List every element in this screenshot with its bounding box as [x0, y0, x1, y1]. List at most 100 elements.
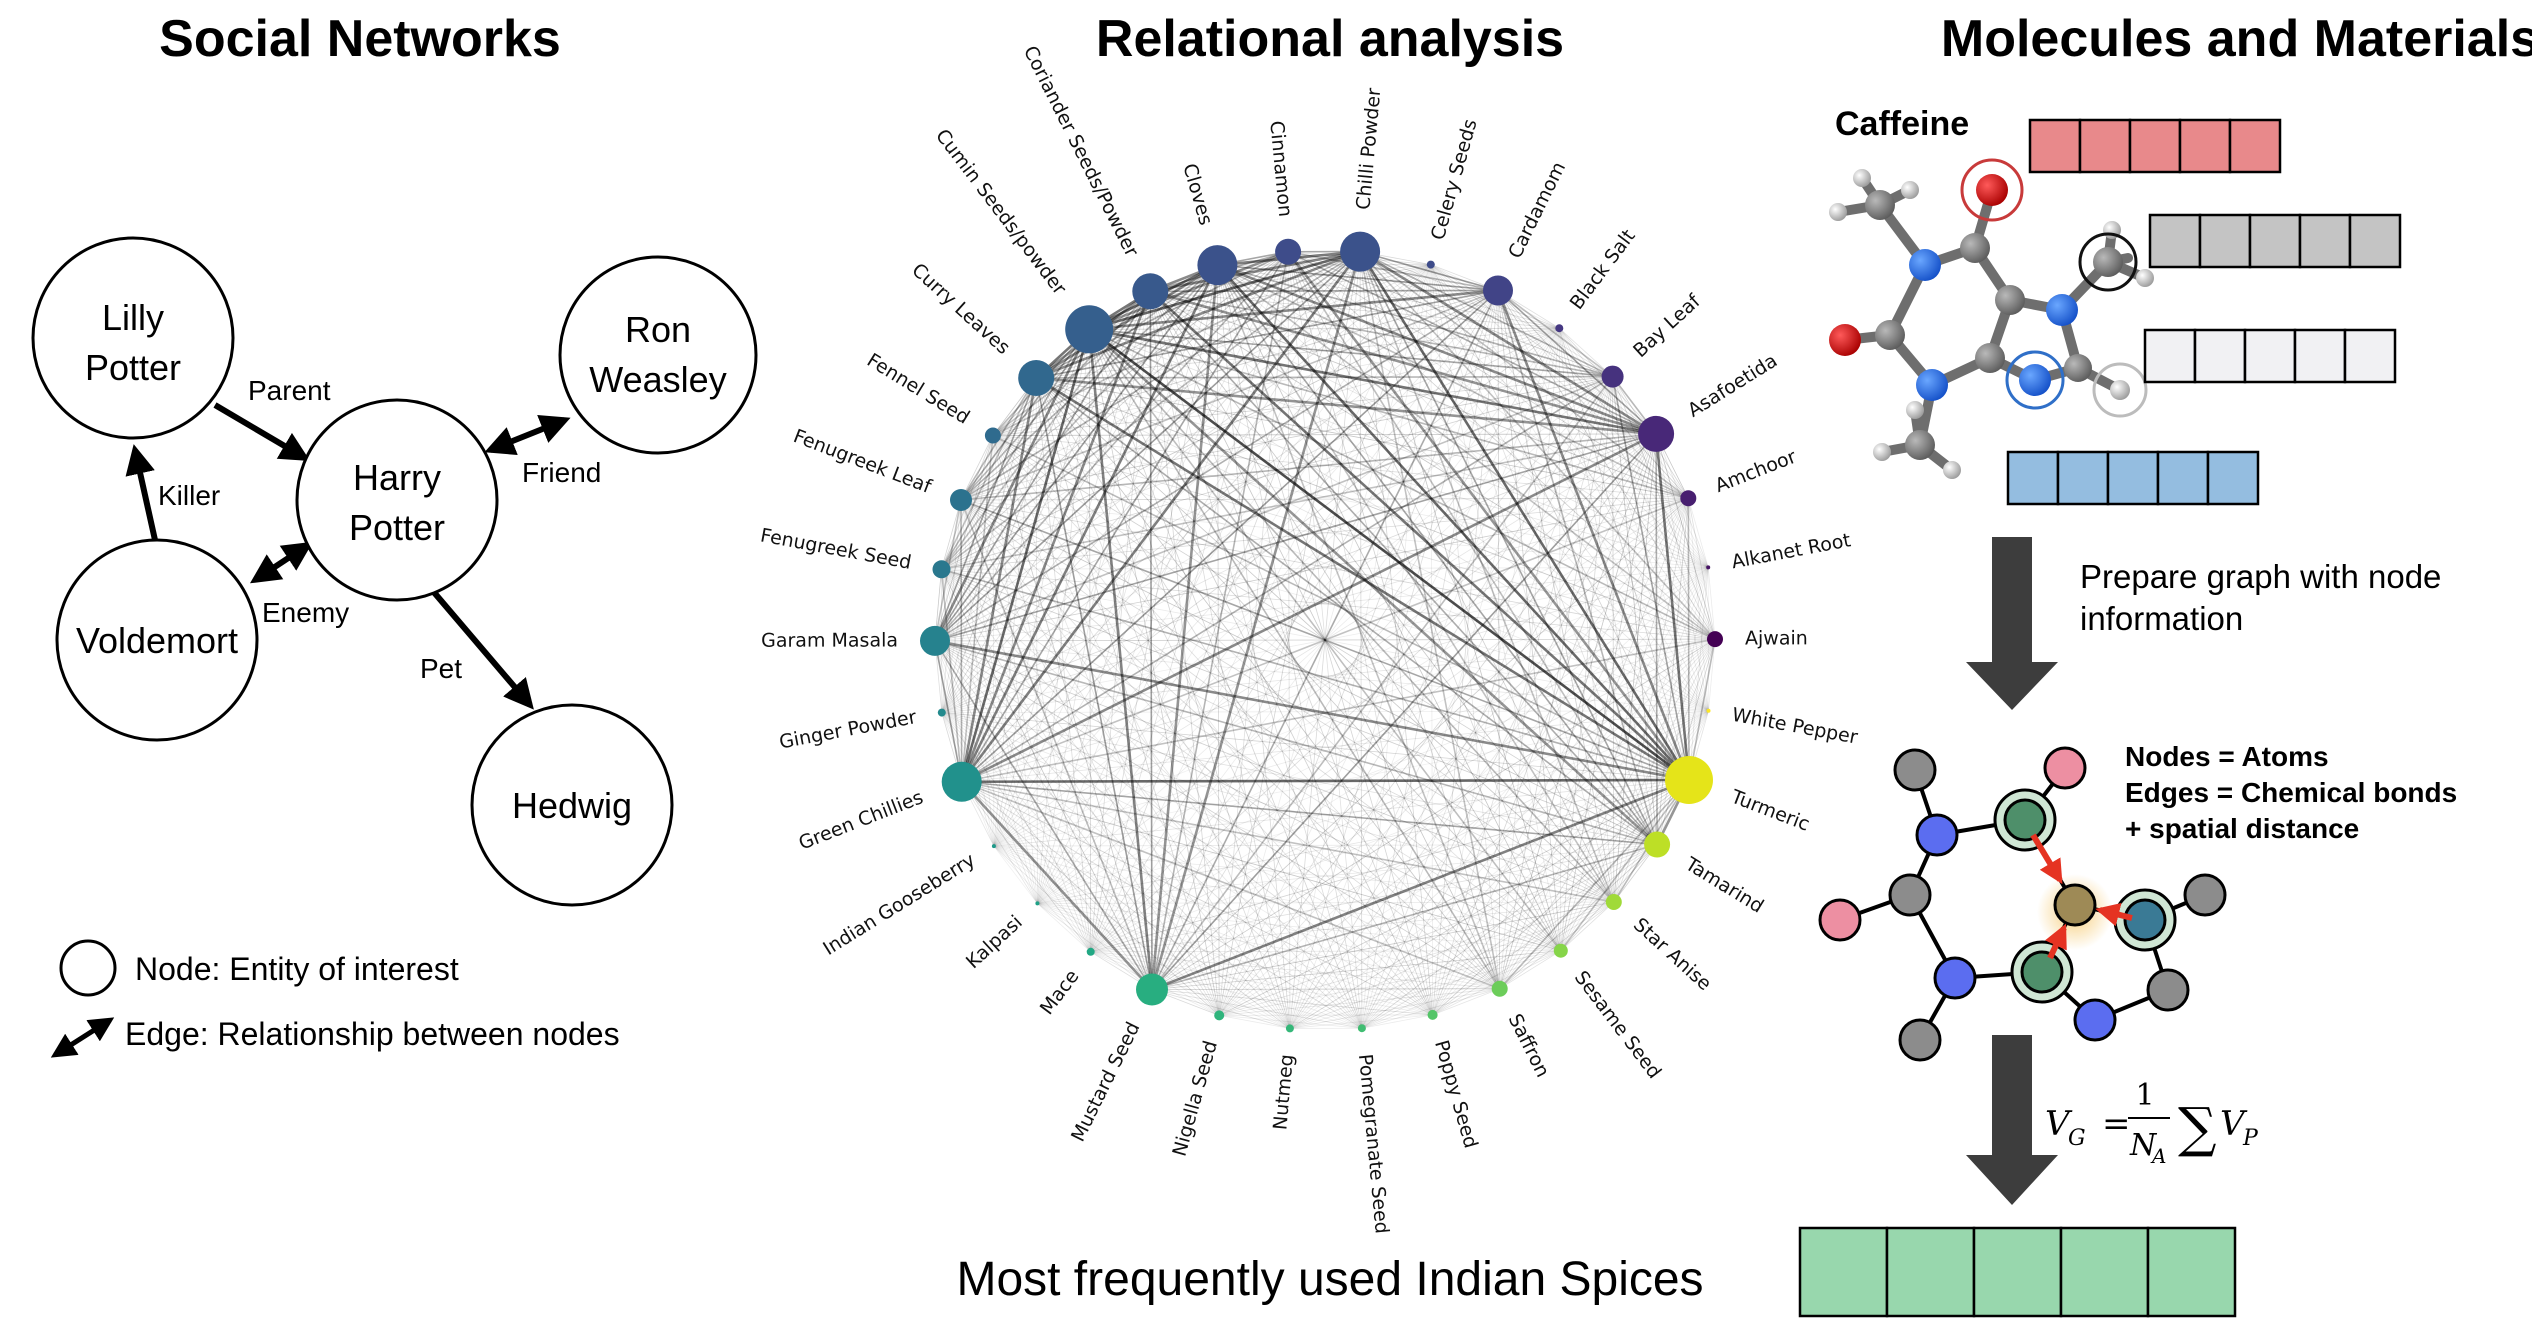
spice-edge: [1359, 250, 1689, 499]
spice-edge: [1558, 328, 1690, 781]
spice-edge: [1219, 844, 1658, 1016]
spice-edge: [1217, 264, 1499, 292]
vector-cell: [2243, 328, 2297, 384]
edge-label-enemy: Enemy: [262, 597, 349, 628]
spice-edge: [1687, 498, 1690, 781]
spice-edge: [1655, 433, 1658, 845]
spice-edge: [1036, 289, 1499, 379]
spice-node: [1214, 1010, 1225, 1021]
spice-edge: [1359, 251, 1562, 951]
node-harry-potter: Harry Potter: [295, 398, 499, 602]
spice-label: Sesame Seed: [1570, 967, 1666, 1083]
edge-pet: [429, 588, 534, 710]
spice-label: Ginger Powder: [777, 706, 918, 753]
spice-edge: [960, 499, 1433, 1016]
spice-edge: [1151, 989, 1291, 1029]
spice-edge: [1654, 433, 1691, 781]
molecule-atoms: [1829, 169, 2154, 479]
spice-edge: [1089, 289, 1499, 331]
spice-edge: [1035, 377, 1291, 1029]
spice-edge: [1687, 498, 1709, 568]
spice-edge: [941, 568, 1709, 712]
spice-edge: [1090, 710, 1709, 953]
spice-edge: [1688, 567, 1709, 781]
spice-edge: [1707, 567, 1716, 640]
spice-edge: [1037, 251, 1361, 904]
caffeine-molecule: [1829, 158, 2154, 479]
spice-edge: [1090, 291, 1151, 952]
spice-edge: [1359, 251, 1709, 711]
spice-edge: [1219, 1014, 1291, 1029]
spice-edge: [941, 435, 994, 713]
spice-edge: [960, 376, 1613, 501]
spice-edge: [1361, 950, 1561, 1029]
spice-edge: [1037, 903, 1433, 1016]
spice-edge: [993, 845, 1291, 1029]
node-label: Weasley: [589, 359, 726, 400]
edge-label-killer: Killer: [158, 480, 220, 511]
spice-edge: [1037, 327, 1560, 904]
spice-edge: [960, 499, 1153, 990]
spice-edge: [960, 328, 1090, 501]
spice-edge: [1432, 433, 1657, 1015]
spice-label: Fenugreek Leaf: [790, 425, 935, 498]
spice-edge: [1497, 289, 1657, 435]
spice-edge: [1037, 903, 1153, 990]
spice-label: Bay Leaf: [1629, 289, 1705, 362]
spice-edge: [961, 638, 1716, 783]
spice-edge: [1150, 291, 1615, 903]
spice-edge: [993, 251, 1289, 847]
spice-edge: [1499, 498, 1689, 989]
spice-edge: [934, 640, 1092, 952]
spice-node: [1555, 324, 1564, 333]
node-hedwig: Hedwig: [470, 703, 674, 907]
formula-sum: ∑: [2178, 1096, 2217, 1159]
edge-friend: [484, 414, 571, 456]
spice-edge: [960, 499, 1690, 781]
spice-edge: [1090, 290, 1499, 952]
spice-edge: [1218, 264, 1432, 1016]
spice-edge: [1218, 710, 1709, 1016]
spice-edge: [1090, 327, 1560, 953]
spice-edge: [1497, 290, 1716, 640]
spice-edge: [1036, 377, 1716, 640]
spice-edge: [934, 640, 963, 782]
legend-edge-text: Edge: Relationship between nodes: [125, 1016, 620, 1052]
spice-edge: [941, 712, 1220, 1016]
spice-label: Nigella Seed: [1169, 1038, 1222, 1158]
spice-edge: [1289, 328, 1560, 1029]
spice-edge: [1088, 329, 1220, 1016]
spice-edge: [992, 435, 1220, 1016]
spice-edge: [993, 845, 1561, 952]
spice-edge: [1499, 638, 1716, 989]
molecule-name: Caffeine: [1835, 105, 1969, 143]
spice-edge: [941, 568, 1690, 781]
highlight-ring-oxygen: [1960, 158, 2024, 222]
spice-node: [1132, 273, 1169, 310]
readout-formula: V G = 1 N A ∑ V P: [2045, 1078, 2259, 1168]
spice-edge: [1687, 498, 1709, 711]
vector-cell: [2348, 213, 2402, 269]
spice-edge: [940, 250, 1361, 570]
spice-node: [932, 560, 951, 579]
spice-node: [1553, 943, 1568, 958]
spice-edge: [934, 264, 1432, 642]
spice-edge: [1359, 251, 1615, 903]
spice-edge: [1217, 264, 1689, 499]
spice-edge: [960, 499, 1709, 712]
definition-nodes: Nodes = Atoms: [2125, 741, 2329, 772]
spice-edge: [1560, 638, 1716, 951]
spice-edge: [1289, 290, 1499, 1029]
relational-caption: Most frequently used Indian Spices: [956, 1253, 1703, 1306]
spice-edge: [1430, 264, 1658, 845]
formula-denominator: N: [2129, 1128, 2158, 1163]
spice-edge: [934, 640, 1433, 1016]
spice-edge: [1151, 251, 1289, 990]
spice-edge: [1037, 903, 1561, 952]
spice-edge: [1430, 264, 1690, 781]
spice-edge: [1218, 290, 1499, 1016]
spice-edge: [1088, 328, 1615, 903]
spice-edge: [1361, 264, 1432, 1029]
spice-edge: [1035, 377, 1500, 989]
spice-edge: [934, 251, 1289, 642]
